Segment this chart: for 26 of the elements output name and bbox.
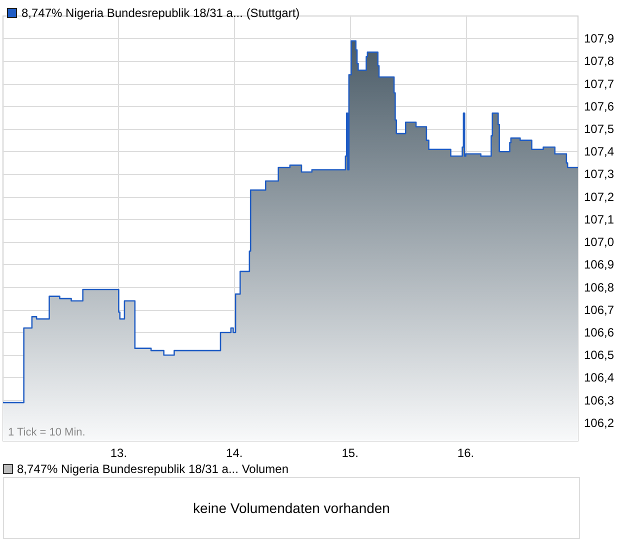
y-tick-label: 106,2 xyxy=(584,416,614,430)
y-tick-label: 106,8 xyxy=(584,280,614,294)
y-tick-label: 107,0 xyxy=(584,235,614,250)
y-tick-label: 106,4 xyxy=(584,370,614,385)
y-tick-label: 106,9 xyxy=(584,258,614,272)
x-tick-label: 16. xyxy=(457,446,474,460)
y-tick-label: 107,4 xyxy=(584,144,614,159)
y-tick-label: 106,5 xyxy=(584,348,614,362)
x-tick-label: 15. xyxy=(342,446,358,460)
x-tick-label: 14. xyxy=(226,446,243,460)
y-tick-label: 107,2 xyxy=(584,190,614,204)
x-tick-label: 13. xyxy=(110,446,128,460)
legend-label: 8,747% Nigeria Bundesrepublik 18/31 a... (Stuttgart) xyxy=(22,6,300,20)
text: keine Volumendaten vorhanden xyxy=(3,477,580,539)
text: 8,747% Nigeria Bundesrepublik 18/31 a... Volumen xyxy=(17,462,289,476)
y-tick-label: 106,6 xyxy=(584,325,614,340)
y-tick-label: 106,7 xyxy=(584,302,614,317)
y-tick-label: 107,3 xyxy=(584,167,614,182)
y-tick-label: 107,5 xyxy=(584,122,614,136)
y-tick-label: 107,9 xyxy=(584,32,614,46)
y-tick-label: 107,1 xyxy=(584,212,614,226)
y-tick-label: 107,6 xyxy=(584,99,614,114)
y-tick-label: 107,8 xyxy=(584,54,614,68)
annotation: 1 Tick = 10 Min. xyxy=(8,426,86,438)
y-tick-label: 106,3 xyxy=(584,393,614,408)
y-tick-label: 107,7 xyxy=(584,76,614,91)
